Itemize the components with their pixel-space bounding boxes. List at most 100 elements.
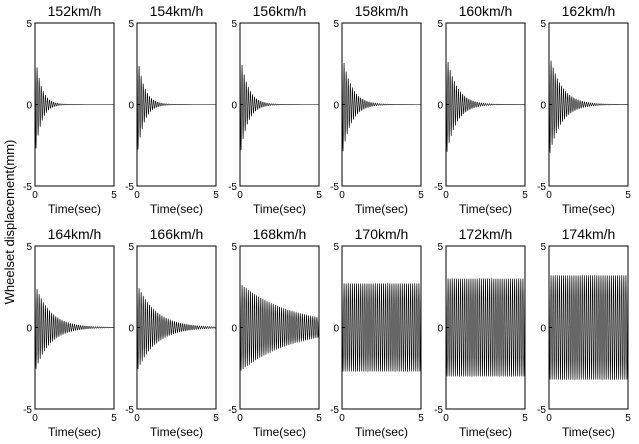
- wheelset-displacement-trace: [136, 52, 216, 151]
- x-tick-label: 5: [213, 190, 219, 201]
- y-tick-label: 0: [437, 101, 443, 112]
- y-tick-label: -5: [537, 182, 546, 193]
- y-tick-label: 0: [333, 101, 339, 112]
- y-tick-label: -5: [228, 405, 237, 416]
- wheelset-displacement-trace: [548, 52, 628, 154]
- x-axis-label: Time(sec): [253, 202, 306, 216]
- x-tick-label: 5: [522, 190, 528, 201]
- chart-title: 152km/h: [48, 3, 102, 19]
- y-tick-label: -5: [330, 405, 339, 416]
- chart-title: 172km/h: [459, 226, 513, 242]
- y-tick-label: 5: [333, 19, 339, 30]
- x-tick-label: 5: [111, 190, 117, 201]
- chart-title: 154km/h: [150, 3, 204, 19]
- x-tick-label: 0: [32, 190, 38, 201]
- y-tick-label: 5: [437, 19, 443, 30]
- wheelset-displacement-trace: [34, 283, 114, 370]
- x-tick-label: 0: [546, 190, 552, 201]
- y-tick-label: 0: [231, 101, 237, 112]
- y-tick-label: -5: [537, 405, 546, 416]
- x-tick-label: 0: [339, 413, 345, 424]
- y-tick-label: 0: [26, 324, 32, 335]
- y-tick-label: -5: [434, 182, 443, 193]
- y-tick-label: 5: [540, 242, 546, 253]
- x-tick-label: 5: [111, 413, 117, 424]
- x-axis-label: Time(sec): [459, 202, 512, 216]
- x-axis-label: Time(sec): [48, 202, 101, 216]
- y-tick-label: 0: [231, 324, 237, 335]
- y-tick-label: 5: [231, 242, 237, 253]
- chart-title: 166km/h: [150, 226, 204, 242]
- x-tick-label: 5: [418, 190, 424, 201]
- chart-title: 174km/h: [562, 226, 616, 242]
- wheelset-displacement-trace: [34, 52, 114, 149]
- wheelset-displacement-trace: [239, 52, 319, 151]
- y-tick-label: 5: [26, 242, 32, 253]
- x-axis-label: Time(sec): [459, 425, 512, 439]
- y-tick-label: 5: [437, 242, 443, 253]
- y-tick-label: 5: [128, 19, 134, 30]
- x-axis-label: Time(sec): [150, 425, 203, 439]
- y-tick-label: -5: [228, 182, 237, 193]
- chart-title: 164km/h: [48, 226, 102, 242]
- wheelset-displacement-trace: [445, 52, 525, 153]
- x-tick-label: 0: [134, 190, 140, 201]
- y-tick-label: 0: [437, 324, 443, 335]
- y-tick-label: 0: [333, 324, 339, 335]
- x-axis-label: Time(sec): [150, 202, 203, 216]
- y-tick-label: 0: [128, 101, 134, 112]
- y-tick-label: 0: [540, 324, 546, 335]
- y-tick-label: 5: [333, 242, 339, 253]
- x-axis-label: Time(sec): [355, 202, 408, 216]
- y-tick-label: 5: [540, 19, 546, 30]
- wheelset-displacement-trace: [136, 283, 217, 370]
- y-tick-label: 5: [128, 242, 134, 253]
- x-tick-label: 0: [32, 413, 38, 424]
- chart-title: 156km/h: [253, 3, 307, 19]
- x-tick-label: 5: [316, 413, 322, 424]
- y-tick-label: -5: [23, 405, 32, 416]
- x-tick-label: 5: [625, 413, 631, 424]
- y-tick-label: -5: [434, 405, 443, 416]
- chart-title: 168km/h: [253, 226, 307, 242]
- x-tick-label: 5: [418, 413, 424, 424]
- y-tick-label: -5: [330, 182, 339, 193]
- x-axis-label: Time(sec): [562, 425, 615, 439]
- wheelset-displacement-trace: [341, 52, 421, 152]
- y-tick-label: 5: [231, 19, 237, 30]
- x-axis-label: Time(sec): [48, 425, 101, 439]
- y-tick-label: 0: [128, 324, 134, 335]
- y-tick-label: -5: [125, 182, 134, 193]
- x-tick-label: 5: [316, 190, 322, 201]
- wheelset-displacement-trace: [239, 283, 320, 371]
- wheelset-displacement-trace: [445, 277, 526, 378]
- chart-title: 160km/h: [459, 3, 513, 19]
- shared-y-axis-label: Wheelset displacement(mm): [2, 140, 17, 305]
- y-tick-label: -5: [23, 182, 32, 193]
- x-tick-label: 5: [522, 413, 528, 424]
- x-axis-label: Time(sec): [562, 202, 615, 216]
- wheelset-displacement-trace: [341, 282, 422, 373]
- wheelset-displacement-trace: [548, 274, 629, 381]
- x-tick-label: 0: [339, 190, 345, 201]
- x-tick-label: 5: [213, 413, 219, 424]
- y-tick-label: -5: [125, 405, 134, 416]
- x-tick-label: 0: [237, 190, 243, 201]
- x-axis-label: Time(sec): [355, 425, 408, 439]
- x-axis-label: Time(sec): [253, 425, 306, 439]
- x-tick-label: 0: [134, 413, 140, 424]
- chart-title: 170km/h: [355, 226, 409, 242]
- y-tick-label: 5: [26, 19, 32, 30]
